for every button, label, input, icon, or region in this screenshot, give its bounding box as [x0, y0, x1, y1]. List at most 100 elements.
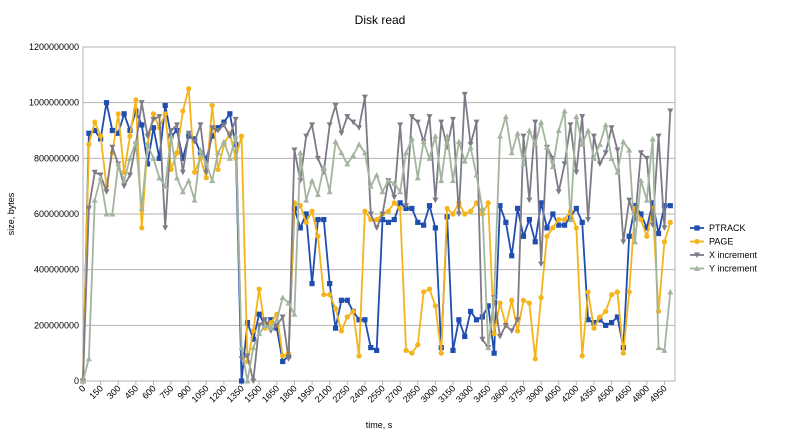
data-point	[356, 353, 362, 359]
data-point	[244, 353, 251, 359]
data-point	[468, 208, 474, 214]
data-point	[555, 127, 562, 133]
data-point	[438, 350, 444, 356]
data-point	[227, 111, 233, 117]
data-point	[162, 102, 168, 109]
data-point	[150, 111, 157, 117]
data-point	[139, 225, 145, 231]
data-point	[309, 280, 315, 287]
data-point	[667, 108, 674, 115]
data-point	[432, 133, 439, 139]
data-point	[179, 169, 186, 176]
data-point	[374, 347, 380, 353]
data-point	[526, 197, 533, 204]
data-point	[496, 333, 503, 340]
data-point	[109, 211, 116, 217]
data-point	[579, 353, 585, 359]
data-point	[485, 303, 491, 309]
data-point	[426, 155, 433, 161]
data-point	[139, 122, 145, 128]
data-point	[92, 127, 98, 134]
data-point	[385, 177, 392, 184]
data-point	[338, 130, 345, 137]
data-point	[650, 200, 656, 206]
data-point	[573, 205, 579, 212]
y-tick-label: 1000000000	[29, 98, 79, 108]
data-point	[361, 149, 368, 156]
y-axis-label: size, bytes	[6, 192, 16, 235]
data-point	[344, 314, 350, 320]
data-point	[520, 297, 527, 303]
data-point	[538, 261, 545, 268]
data-point	[421, 222, 427, 228]
data-point	[344, 297, 350, 303]
data-point	[250, 344, 257, 351]
data-point	[391, 180, 398, 186]
data-point	[350, 119, 357, 126]
data-point	[250, 378, 257, 384]
data-point	[538, 119, 545, 125]
data-point	[115, 160, 122, 167]
data-point	[367, 183, 374, 189]
data-point	[321, 216, 327, 223]
data-point	[409, 205, 415, 212]
data-point	[438, 119, 445, 126]
data-point	[579, 141, 586, 147]
data-point	[168, 133, 175, 139]
data-point	[268, 319, 274, 326]
data-point	[327, 280, 333, 287]
data-point	[220, 138, 227, 145]
data-point	[491, 294, 498, 300]
data-point	[620, 138, 627, 145]
data-point	[626, 289, 632, 295]
data-point	[186, 86, 192, 92]
data-point	[637, 150, 644, 156]
x-axis-label: time, s	[366, 420, 393, 430]
data-point	[262, 322, 269, 328]
data-point	[397, 205, 403, 212]
data-point	[550, 225, 556, 231]
data-point	[561, 161, 568, 167]
data-point	[626, 233, 632, 239]
data-point	[391, 194, 398, 201]
data-point	[379, 216, 386, 223]
legend-label: PTRACK	[709, 223, 746, 233]
data-point	[297, 149, 304, 156]
data-point	[462, 333, 468, 340]
data-point	[591, 325, 597, 331]
data-point	[444, 133, 451, 139]
data-point	[314, 191, 321, 198]
data-point	[503, 219, 509, 225]
data-point	[85, 205, 92, 212]
data-point	[491, 350, 497, 356]
data-point	[126, 155, 133, 161]
data-point	[203, 160, 210, 167]
data-point	[408, 135, 415, 142]
data-point	[526, 127, 533, 133]
data-point	[644, 233, 650, 239]
data-point	[338, 297, 345, 303]
data-point	[168, 166, 174, 173]
data-point	[121, 177, 128, 184]
data-point	[268, 317, 274, 323]
data-point	[226, 133, 233, 140]
data-point	[614, 314, 621, 320]
data-point	[144, 133, 151, 140]
data-point	[221, 119, 227, 125]
data-point	[338, 328, 345, 334]
data-point	[303, 219, 309, 225]
data-point	[327, 292, 333, 298]
y-tick-label: 600000000	[34, 209, 79, 219]
data-point	[515, 205, 521, 212]
data-point	[491, 331, 497, 337]
data-point	[344, 160, 351, 167]
data-point	[145, 161, 151, 167]
data-point	[191, 197, 198, 203]
data-point	[602, 150, 609, 156]
data-point	[467, 144, 474, 150]
data-point	[649, 135, 656, 142]
data-point	[103, 100, 110, 106]
data-point	[526, 216, 532, 223]
data-point	[585, 317, 591, 323]
data-point	[215, 149, 222, 156]
